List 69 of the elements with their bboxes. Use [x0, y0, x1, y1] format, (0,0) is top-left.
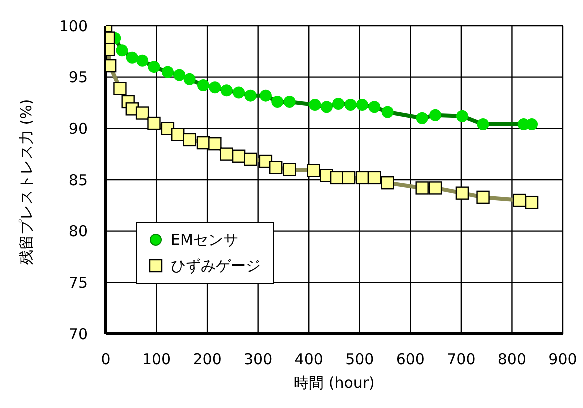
point: [126, 52, 138, 64]
point: [270, 161, 283, 174]
point: [344, 99, 357, 112]
x-tick-label: 400: [294, 350, 324, 369]
point: [283, 163, 296, 176]
point: [382, 106, 394, 118]
x-tick-label: 200: [193, 350, 222, 369]
point: [513, 194, 526, 208]
x-axis-title: 時間 (hour): [294, 374, 375, 392]
y-tick-label: 80: [68, 222, 88, 241]
x-tick-label: 700: [447, 350, 476, 369]
point: [209, 82, 222, 94]
point: [307, 164, 320, 178]
point: [526, 118, 538, 131]
point: [381, 176, 394, 190]
x-tick-label: 300: [244, 350, 273, 369]
y-tick-label: 70: [68, 325, 88, 344]
x-tick-label: 0: [101, 350, 111, 369]
point: [320, 101, 333, 114]
point: [356, 171, 370, 185]
point: [356, 99, 368, 112]
point: [416, 182, 429, 195]
y-tick-label: 100: [59, 17, 88, 36]
point: [368, 101, 381, 114]
y-tick-label: 85: [68, 171, 88, 190]
point: [525, 196, 539, 210]
point: [136, 54, 149, 67]
y-tick-label: 90: [68, 120, 88, 138]
x-tick-label: 600: [396, 350, 425, 369]
point: [430, 109, 442, 122]
point: [456, 186, 470, 200]
point: [174, 69, 186, 82]
x-tick-label: 500: [346, 350, 374, 369]
point: [197, 80, 210, 92]
point: [208, 137, 222, 151]
point: [244, 152, 258, 166]
y-tick-label: 95: [68, 68, 88, 87]
point: [476, 190, 490, 204]
x-tick-label: 900: [548, 350, 578, 369]
y-axis-title: 残留プレストレス力 (%): [17, 99, 36, 265]
point: [272, 96, 284, 108]
legend-label: EMセンサ: [171, 230, 238, 251]
point: [220, 148, 234, 161]
point: [172, 128, 185, 142]
point: [244, 90, 257, 102]
point: [162, 66, 174, 78]
point: [456, 110, 468, 122]
point: [309, 99, 322, 112]
point: [477, 118, 490, 131]
point: [114, 82, 127, 96]
point: [416, 112, 428, 124]
y-tick-label: 75: [68, 274, 88, 292]
point: [148, 61, 160, 74]
point: [368, 171, 382, 185]
point: [116, 44, 128, 57]
x-tick-label: 100: [142, 350, 172, 369]
point: [284, 96, 296, 108]
point: [148, 116, 161, 130]
point: [260, 90, 272, 102]
point: [342, 171, 356, 185]
point: [220, 84, 233, 97]
point: [136, 106, 150, 120]
x-tick-label: 800: [498, 350, 527, 369]
point: [233, 86, 246, 99]
point: [332, 98, 345, 110]
point: [428, 182, 442, 195]
point: [183, 133, 196, 147]
point: [184, 73, 196, 86]
legend-label: ひずみゲージ: [171, 256, 261, 277]
